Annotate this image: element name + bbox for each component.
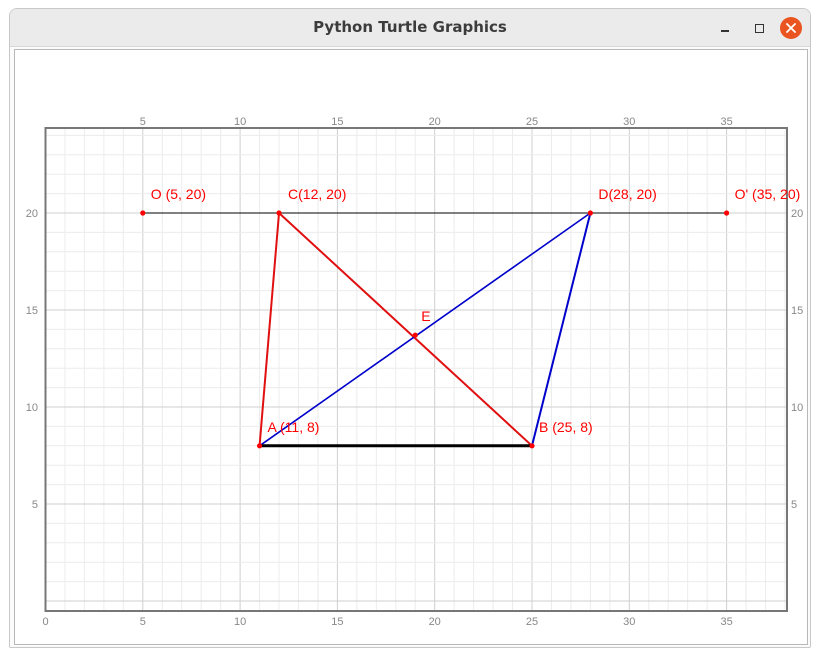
tick-label: 35 <box>720 116 732 128</box>
plot-svg: 5 10 15 20 25 30 35 0 5 10 15 20 25 30 35 5 10 15 20 5 10 15 2… <box>26 116 804 628</box>
tick-label: 20 <box>26 208 38 220</box>
window-title: Python Turtle Graphics <box>313 18 507 36</box>
tick-label: 15 <box>331 116 343 128</box>
tick-label: 20 <box>429 116 441 128</box>
tick-label: 20 <box>791 208 803 220</box>
tick-label: 5 <box>140 116 146 128</box>
point-label-b: B (25, 8) <box>539 419 593 435</box>
tick-label: 10 <box>234 616 246 628</box>
tick-label: 25 <box>526 116 538 128</box>
point-o <box>140 210 146 216</box>
point-label-e: E <box>421 308 430 324</box>
segment-d-b <box>531 212 592 447</box>
tick-label: 10 <box>26 402 38 414</box>
point-label-a: A (11, 8) <box>268 419 320 435</box>
grid <box>45 128 787 611</box>
tick-label: 15 <box>331 616 343 628</box>
tick-label: 5 <box>791 499 797 511</box>
turtle-canvas[interactable]: 5 10 15 20 25 30 35 0 5 10 15 20 25 30 35 5 10 15 20 5 10 15 2… <box>14 49 808 645</box>
maximize-icon <box>754 23 764 33</box>
point-b <box>529 443 535 449</box>
segment-a-c <box>258 212 281 447</box>
turtle-window: Python Turtle Graphics 5 10 15 20 25 30 35 0 5 10… <box>9 8 811 648</box>
close-icon <box>786 23 796 33</box>
point-c <box>276 210 282 216</box>
close-button[interactable] <box>780 17 802 39</box>
title-bar[interactable]: Python Turtle Graphics <box>10 9 810 47</box>
tick-label: 0 <box>42 616 48 628</box>
tick-label: 10 <box>234 116 246 128</box>
maximize-button[interactable] <box>748 17 770 39</box>
segment-a-d <box>258 212 592 447</box>
tick-label: 10 <box>791 402 803 414</box>
point-label-d: D(28, 20) <box>598 186 656 202</box>
tick-label: 5 <box>32 499 38 511</box>
tick-label: 35 <box>720 616 732 628</box>
tick-label: 15 <box>791 305 803 317</box>
tick-label: 25 <box>526 616 538 628</box>
tick-label: 5 <box>140 616 146 628</box>
minimize-icon <box>721 30 729 32</box>
point-label-o2: O' (35, 20) <box>735 186 801 202</box>
tick-label: 30 <box>623 616 635 628</box>
tick-label: 15 <box>26 305 38 317</box>
segment-c-b <box>278 212 533 447</box>
point-label-c: C(12, 20) <box>288 186 346 202</box>
point-o2 <box>724 210 730 216</box>
point-d <box>587 210 593 216</box>
plot-frame <box>44 127 788 612</box>
point-e <box>412 332 418 338</box>
tick-label: 20 <box>429 616 441 628</box>
point-label-o: O (5, 20) <box>151 186 206 202</box>
tick-label: 30 <box>623 116 635 128</box>
minimize-button[interactable] <box>714 17 736 39</box>
point-a <box>256 443 263 449</box>
